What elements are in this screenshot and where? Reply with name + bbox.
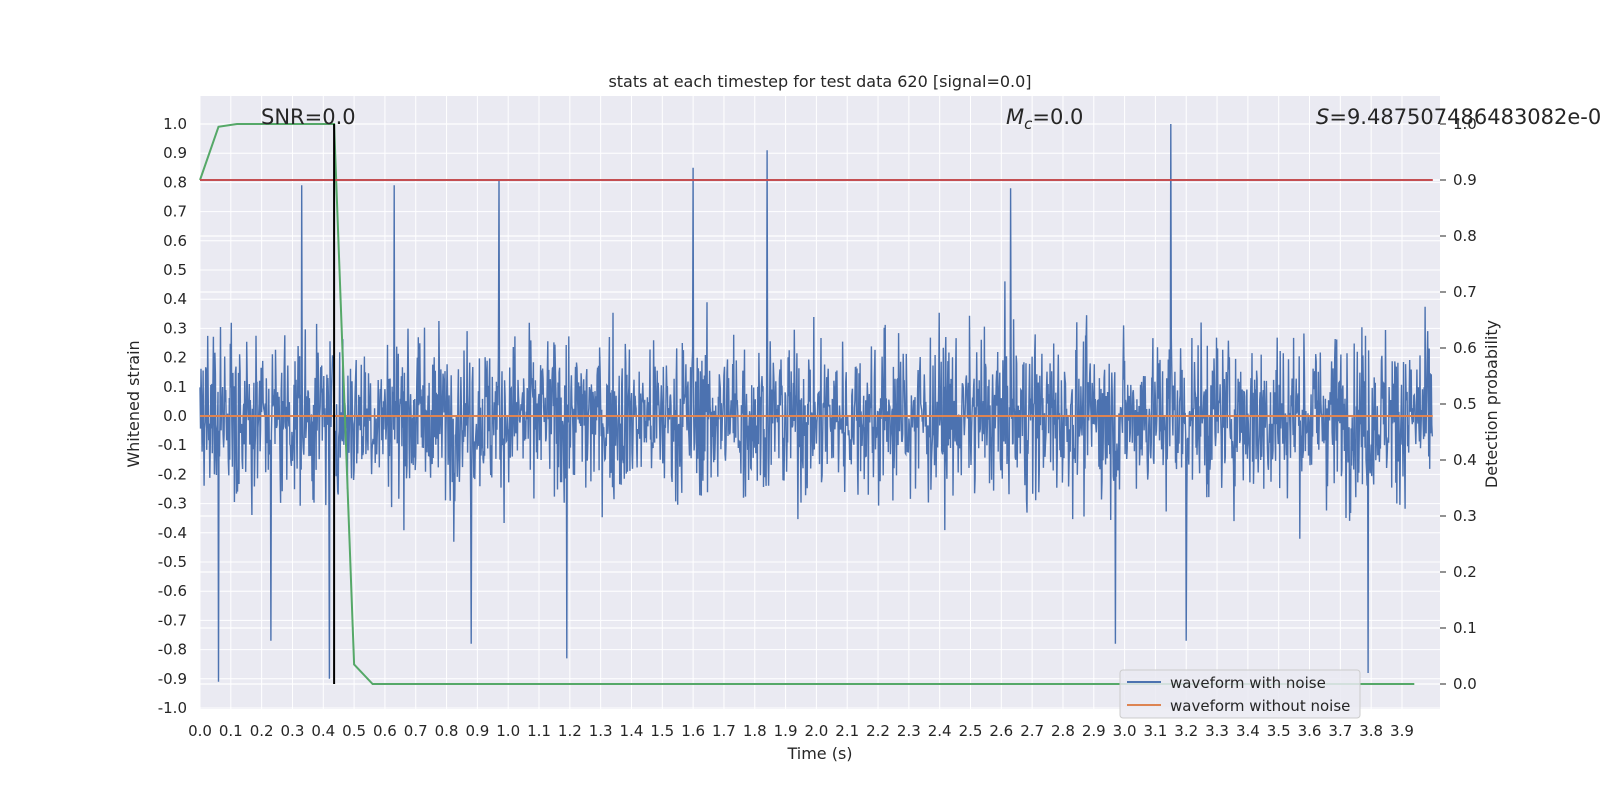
y2-tick-label: 0.6	[1453, 339, 1477, 357]
y2-axis-label: Detection probability	[1482, 320, 1501, 488]
x-tick-label: 0.1	[219, 722, 243, 740]
legend: waveform with noise waveform without noi…	[1119, 669, 1361, 719]
y2-tick-label: 0.0	[1453, 675, 1477, 693]
y-tick-label: -0.7	[158, 611, 187, 629]
x-tick-label: 3.8	[1359, 722, 1383, 740]
x-tick-label: 3.3	[1205, 722, 1229, 740]
x-tick-label: 0.2	[250, 722, 274, 740]
mc-symbol: M	[1006, 105, 1024, 129]
legend-label-clean: waveform without noise	[1170, 697, 1350, 715]
x-tick-label: 2.1	[835, 722, 859, 740]
x-tick-label: 0.5	[342, 722, 366, 740]
x-ticks: 0.0 0.1 0.2 0.3 0.4 0.5 0.6 0.7 0.8 0.9 1.0 1.1 1.2 1…	[188, 722, 1414, 740]
x-tick-label: 0.7	[404, 722, 428, 740]
x-axis-label: Time (s)	[786, 744, 852, 763]
x-tick-label: 3.7	[1328, 722, 1352, 740]
x-tick-label: 0.9	[465, 722, 489, 740]
x-tick-label: 1.5	[650, 722, 674, 740]
s-annotation: S=9.487507486483082e-0	[1316, 105, 1600, 129]
x-tick-label: 1.4	[620, 722, 644, 740]
x-tick-label: 2.5	[959, 722, 983, 740]
x-tick-label: 0.8	[435, 722, 459, 740]
s-value: =9.487507486483082e-0	[1329, 105, 1600, 129]
y2-tick-label: 0.2	[1453, 563, 1477, 581]
y-tick-label: -0.2	[158, 465, 187, 483]
y2-tick-label: 0.3	[1453, 507, 1477, 525]
x-tick-label: 1.1	[527, 722, 551, 740]
y-tick-label: 0.1	[163, 378, 187, 396]
y2-tick-label: 1.0	[1453, 115, 1477, 133]
y2-tick-label: 0.4	[1453, 451, 1477, 469]
x-tick-label: 3.5	[1267, 722, 1291, 740]
x-tick-label: 3.6	[1298, 722, 1322, 740]
x-tick-label: 1.0	[496, 722, 520, 740]
y-tick-label: -0.3	[158, 495, 187, 513]
series-lines	[199, 123, 1433, 685]
y-tick-label: -0.9	[158, 670, 187, 688]
x-tick-label: 0.3	[281, 722, 305, 740]
x-tick-label: 2.2	[866, 722, 890, 740]
y-axis-label: Whitened strain	[124, 340, 143, 467]
x-tick-label: 1.3	[589, 722, 613, 740]
x-tick-label: 1.9	[774, 722, 798, 740]
mc-annotation: Mc=0.0	[1006, 105, 1083, 133]
y-ticks: 1.0 0.9 0.8 0.7 0.6 0.5 0.4 0.3 0.2 0.1 0.0 -0.1 -0.…	[158, 115, 187, 717]
legend-box	[1119, 669, 1361, 719]
y-tick-label: -1.0	[158, 699, 187, 717]
y-tick-label: 0.0	[163, 407, 187, 425]
y-tick-label: 0.2	[163, 349, 187, 367]
x-tick-label: 1.7	[712, 722, 736, 740]
mc-value: =0.0	[1032, 105, 1083, 129]
y2-tick-label: 0.7	[1453, 283, 1477, 301]
y-tick-label: -0.6	[158, 582, 187, 600]
y-tick-label: -0.8	[158, 641, 187, 659]
x-tick-label: 0.6	[373, 722, 397, 740]
y-tick-label: -0.4	[158, 524, 187, 542]
y-tick-label: 0.8	[163, 173, 187, 191]
y-tick-label: -0.1	[158, 436, 187, 454]
x-tick-label: 3.4	[1236, 722, 1260, 740]
y-tick-label: 1.0	[163, 115, 187, 133]
y-tick-label: -0.5	[158, 553, 187, 571]
y-tick-label: 0.7	[163, 203, 187, 221]
x-tick-label: 1.8	[743, 722, 767, 740]
x-tick-label: 3.1	[1143, 722, 1167, 740]
x-tick-label: 0.4	[311, 722, 335, 740]
x-tick-label: 3.0	[1113, 722, 1137, 740]
y-tick-label: 0.3	[163, 319, 187, 337]
x-tick-label: 2.9	[1082, 722, 1106, 740]
x-tick-label: 3.2	[1174, 722, 1198, 740]
mc-subscript: c	[1024, 115, 1033, 133]
x-tick-label: 2.7	[1020, 722, 1044, 740]
x-tick-label: 2.8	[1051, 722, 1075, 740]
x-tick-label: 1.6	[681, 722, 705, 740]
y2-tick-label: 0.9	[1453, 171, 1477, 189]
x-tick-label: 0.0	[188, 722, 212, 740]
y2-tick-label: 0.8	[1453, 227, 1477, 245]
y2-tick-label: 0.5	[1453, 395, 1477, 413]
x-tick-label: 1.2	[558, 722, 582, 740]
x-tick-label: 2.0	[804, 722, 828, 740]
waveform-with-noise-line	[199, 123, 1433, 682]
y2-ticks: 1.0 0.9 0.8 0.7 0.6 0.5 0.4 0.3 0.2 0.1 0.0	[1440, 115, 1477, 693]
legend-label-noise: waveform with noise	[1170, 674, 1326, 692]
x-tick-label: 2.4	[928, 722, 952, 740]
y2-tick-label: 0.1	[1453, 619, 1477, 637]
y-tick-label: 0.4	[163, 290, 187, 308]
x-tick-label: 3.9	[1390, 722, 1414, 740]
snr-annotation: SNR=0.0	[261, 105, 356, 129]
y-tick-label: 0.9	[163, 144, 187, 162]
noise-series	[199, 123, 1433, 682]
chart-title: stats at each timestep for test data 620…	[608, 72, 1031, 91]
x-tick-label: 2.3	[897, 722, 921, 740]
x-tick-label: 2.6	[989, 722, 1013, 740]
y-tick-label: 0.6	[163, 232, 187, 250]
s-symbol: S	[1316, 105, 1329, 129]
y-tick-label: 0.5	[163, 261, 187, 279]
